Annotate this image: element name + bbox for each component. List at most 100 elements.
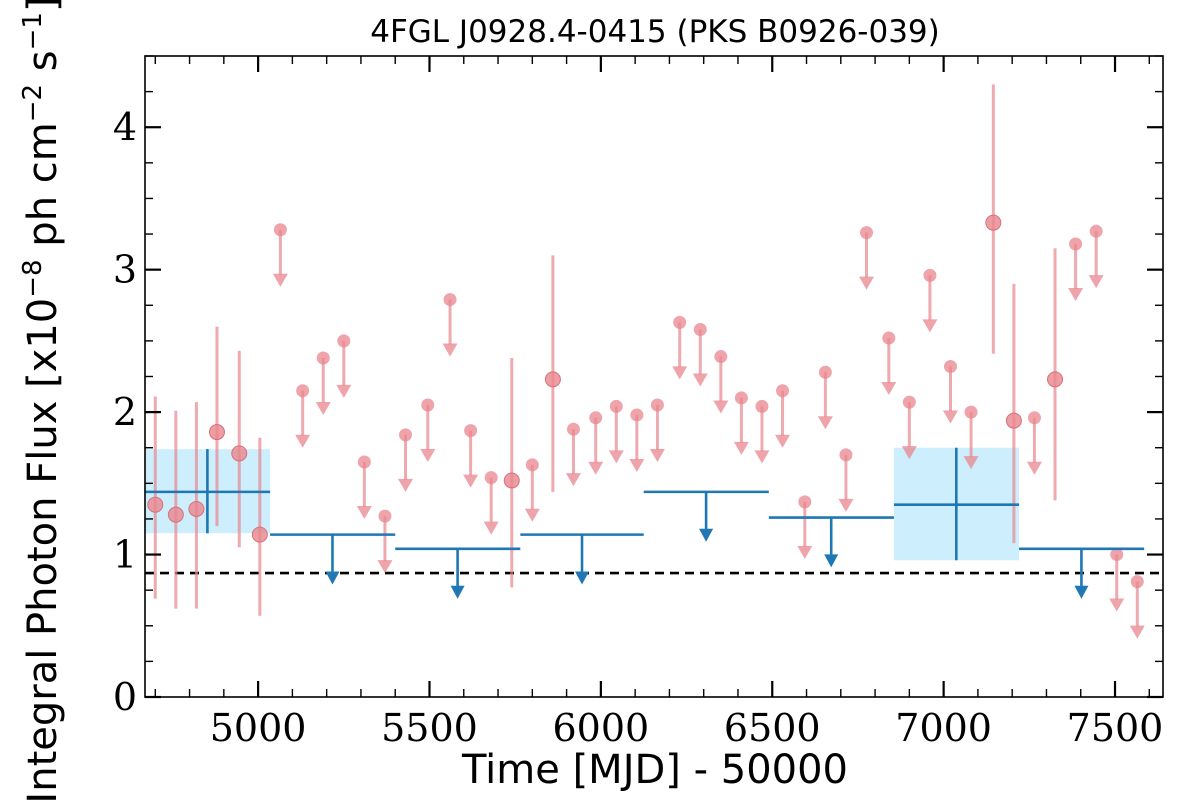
- y-axis-label-exponent: −8: [18, 259, 48, 297]
- short-bin-upper-limit-arrow: [336, 384, 352, 398]
- short-bin-upper-limit-arrow: [397, 478, 413, 492]
- short-bin-upper-limit-point: [1130, 575, 1144, 589]
- short-bin-point: [147, 496, 164, 513]
- y-tick-label: 0: [113, 675, 137, 719]
- short-bin-upper-limit-point: [296, 384, 310, 398]
- short-bin-upper-limit-point: [273, 223, 287, 237]
- short-bin-upper-limit-arrow: [922, 319, 938, 333]
- short-bin-upper-limit-point: [902, 395, 916, 409]
- long-bin-upper-limit-arrow: [1074, 585, 1089, 599]
- short-bin-upper-limit-point: [1027, 411, 1041, 425]
- x-tick-label: 6000: [553, 706, 650, 750]
- short-bin-upper-limit-arrow: [881, 382, 897, 396]
- short-bin-upper-limit-point: [378, 509, 392, 523]
- short-bin-upper-limit-arrow: [356, 505, 372, 519]
- short-bin-upper-limit-point: [650, 398, 664, 412]
- short-bin-upper-limit-arrow: [565, 473, 581, 487]
- short-bin-upper-limit-arrow: [420, 448, 436, 462]
- short-bin-upper-limit-arrow: [629, 458, 645, 472]
- short-bin-upper-limit-point: [443, 293, 457, 307]
- short-bin-point: [1047, 371, 1064, 388]
- short-bin-point: [167, 506, 184, 523]
- short-bin-upper-limit-point: [421, 398, 435, 412]
- short-bin-upper-limit-point: [882, 331, 896, 345]
- short-bin-upper-limit-point: [589, 411, 603, 425]
- short-bin-upper-limit-point: [860, 226, 874, 240]
- long-bin-upper-limit-arrow: [575, 571, 590, 585]
- short-bin-upper-limit-point: [693, 322, 707, 336]
- short-bin-upper-limit-arrow: [733, 441, 749, 455]
- x-tick-label: 7000: [895, 706, 992, 750]
- y-tick-label: 3: [113, 248, 137, 292]
- y-axis-label-exponent: −2: [18, 84, 48, 122]
- plot-area: 5000 5500 6000 6500 7000 7500 0 1 2 3 4: [113, 55, 1164, 750]
- short-bin-upper-limit-point: [755, 399, 769, 413]
- short-bin-upper-limit-arrow: [483, 521, 499, 535]
- short-bin-point: [231, 445, 248, 462]
- short-bin-upper-limit-arrow: [754, 450, 770, 464]
- short-bin-upper-limit-point: [464, 424, 478, 438]
- x-tick-label: 5000: [210, 706, 307, 750]
- short-bin-upper-limit-arrow: [442, 343, 458, 357]
- short-bin-upper-limit-arrow: [463, 474, 479, 488]
- short-bin-upper-limit-point: [714, 350, 728, 364]
- long-bin-upper-limit-arrow: [824, 554, 839, 568]
- short-bin-point: [188, 500, 205, 517]
- short-bin-upper-limit-arrow: [524, 508, 540, 522]
- short-bin-upper-limit-arrow: [1026, 461, 1042, 475]
- short-bin-point: [251, 526, 268, 543]
- short-bin-upper-limit-arrow: [942, 410, 958, 424]
- x-tick-label: 6500: [724, 706, 821, 750]
- short-bin-upper-limit-point: [839, 448, 853, 462]
- short-bin-upper-limit-arrow: [775, 434, 791, 448]
- short-bin-upper-limit-arrow: [1088, 275, 1104, 289]
- short-bin-upper-limit-arrow: [692, 373, 708, 387]
- short-bin-upper-limit-arrow: [817, 416, 833, 430]
- short-bin-upper-limit-arrow: [713, 400, 729, 414]
- short-bin-upper-limit-point: [337, 334, 351, 348]
- y-tick-label: 4: [113, 105, 137, 149]
- short-bin-upper-limit-arrow: [1068, 288, 1084, 302]
- long-bin-upper-limit-arrow: [699, 528, 714, 542]
- short-bin-upper-limit-point: [798, 495, 812, 509]
- short-bin-upper-limit-arrow: [295, 434, 311, 448]
- y-tick-label: 1: [113, 533, 137, 577]
- short-bin-upper-limit-arrow: [838, 498, 854, 512]
- short-bin-point: [544, 371, 561, 388]
- long-bin-upper-limit-arrow: [450, 585, 465, 599]
- short-bin-point: [1005, 412, 1022, 429]
- short-bin-upper-limit-arrow: [901, 446, 917, 460]
- short-bin-upper-limit-arrow: [859, 276, 875, 290]
- short-bin-point: [985, 214, 1002, 231]
- short-bin-upper-limit-point: [398, 428, 412, 442]
- short-bin-upper-limit-point: [566, 422, 580, 436]
- short-bin-upper-limit-arrow: [963, 456, 979, 470]
- short-bin-upper-limit-point: [964, 405, 978, 419]
- y-axis-label-exponent: −1: [18, 12, 48, 50]
- y-axis-label-part: Integral Photon Flux [x10: [20, 298, 66, 800]
- y-axis-label-part: ph cm: [20, 122, 66, 259]
- short-bin-upper-limit-point: [630, 408, 644, 422]
- short-bin-upper-limit-point: [1089, 224, 1103, 238]
- short-bin-upper-limit-arrow: [315, 401, 331, 415]
- short-bin-upper-limit-point: [1069, 237, 1083, 251]
- x-axis-label: Time [MJD] - 50000: [461, 747, 848, 793]
- short-bin-upper-limit-arrow: [608, 450, 624, 464]
- short-bin-upper-limit-point: [357, 455, 371, 469]
- short-bin-upper-limit-point: [734, 391, 748, 405]
- short-bin-upper-limit-point: [923, 268, 937, 282]
- y-axis-label: Integral Photon Flux [x10−8 ph cm−2 s−1]: [18, 0, 66, 800]
- short-bin-upper-limit-point: [943, 360, 957, 374]
- y-axis-label-part: s: [20, 50, 66, 84]
- short-bin-upper-limit-arrow: [588, 461, 604, 475]
- y-tick-label: 2: [113, 390, 137, 434]
- x-tick-label: 5500: [381, 706, 478, 750]
- short-bin-upper-limit-point: [818, 365, 832, 379]
- short-bin-upper-limit-arrow: [272, 273, 288, 287]
- short-bin-upper-limit-point: [673, 315, 687, 329]
- short-bin-upper-limit-arrow: [1109, 598, 1125, 612]
- short-bin-point: [208, 424, 225, 441]
- short-bin-upper-limit-arrow: [797, 545, 813, 559]
